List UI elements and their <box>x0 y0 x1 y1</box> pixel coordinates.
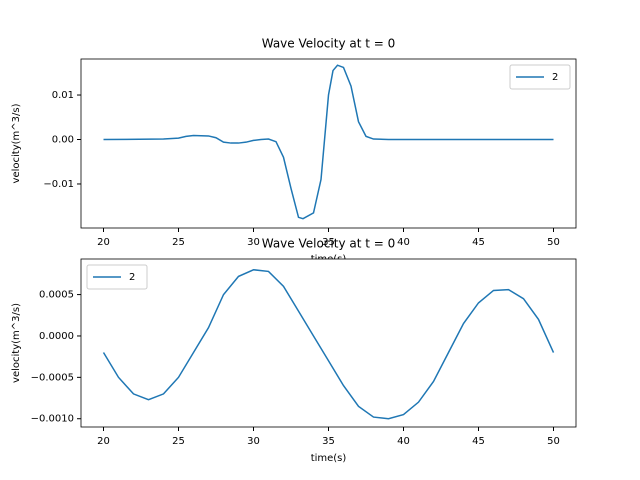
x-tick-label: 50 <box>547 237 560 248</box>
y-tick-label: −0.01 <box>43 179 74 190</box>
x-tick-label: 20 <box>97 436 110 447</box>
axes-frame <box>80 58 577 229</box>
y-tick-label: 0.0005 <box>39 290 74 301</box>
data-line <box>103 64 554 220</box>
x-tick-label: 45 <box>472 237 485 248</box>
chart-title: Wave Velocity at t = 0 <box>262 37 396 51</box>
x-tick-label: 45 <box>472 436 485 447</box>
x-tick-label: 40 <box>397 436 410 447</box>
x-tick-label: 40 <box>397 237 410 248</box>
y-tick-label: 0.01 <box>52 90 74 101</box>
x-tick-label: 25 <box>172 436 185 447</box>
y-tick-label: 0.0000 <box>39 331 74 342</box>
data-line <box>102 268 555 420</box>
y-axis-label: velocity(m^3/s) <box>11 103 22 183</box>
axes-frame <box>80 258 577 428</box>
legend-label: 2 <box>129 272 135 283</box>
x-tick-label: 25 <box>172 237 185 248</box>
chart-title: Wave Velocity at t = 0 <box>262 237 396 251</box>
y-tick-label: 0.00 <box>52 134 74 145</box>
x-tick-label: 35 <box>322 237 335 248</box>
y-tick-label: −0.0010 <box>31 414 74 425</box>
x-tick-label: 50 <box>547 436 560 447</box>
legend-label: 2 <box>552 72 558 83</box>
y-axis-label: velocity(m^3/s) <box>11 303 22 383</box>
plot-area <box>81 259 576 427</box>
x-tick-label: 30 <box>247 237 260 248</box>
plot-area <box>81 59 576 228</box>
x-tick-label: 30 <box>247 436 260 447</box>
y-tick-label: −0.0005 <box>31 372 74 383</box>
x-tick-label: 35 <box>322 436 335 447</box>
x-axis-label: time(s) <box>311 453 347 464</box>
x-tick-label: 20 <box>97 237 110 248</box>
